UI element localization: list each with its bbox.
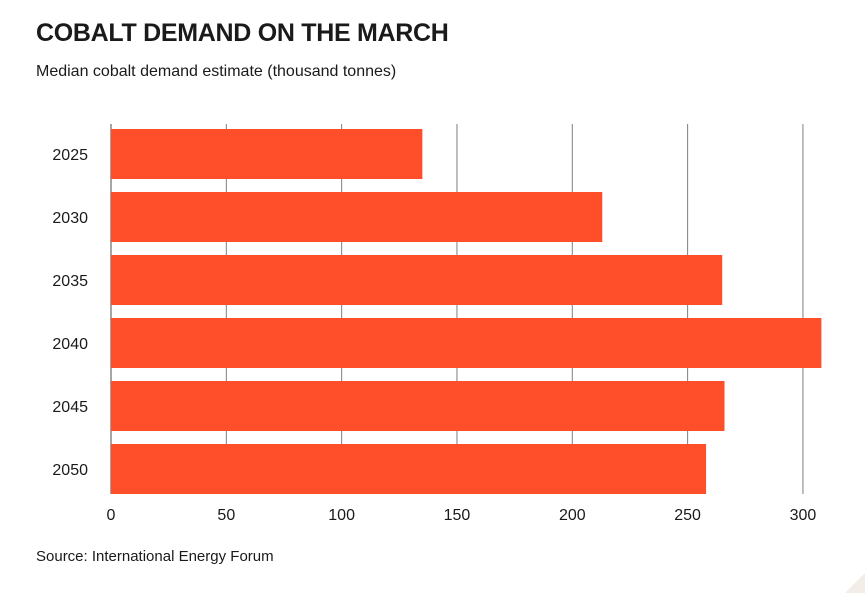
x-tick-label: 100 <box>328 507 355 524</box>
chart-subtitle: Median cobalt demand estimate (thousand … <box>36 63 397 80</box>
bar-2030 <box>111 192 603 242</box>
y-axis-ticks: 2025 2030 2035 2040 2045 2050 <box>52 147 88 479</box>
x-tick-label: 200 <box>559 507 586 524</box>
x-tick-label: 300 <box>790 507 817 524</box>
corner-fold <box>845 573 865 593</box>
bar-2025 <box>111 129 423 179</box>
bar-2045 <box>111 381 725 431</box>
bars <box>111 129 822 494</box>
bar-2040 <box>111 318 822 368</box>
y-tick-label: 2025 <box>52 147 88 164</box>
bar-2035 <box>111 255 723 305</box>
y-tick-label: 2035 <box>52 273 88 290</box>
chart-title: COBALT DEMAND ON THE MARCH <box>36 19 449 47</box>
y-tick-label: 2050 <box>52 462 88 479</box>
y-tick-label: 2040 <box>52 336 88 353</box>
x-tick-label: 0 <box>107 507 116 524</box>
y-tick-label: 2045 <box>52 399 88 416</box>
x-axis-ticks: 0 50 100 150 200 250 300 <box>107 507 817 524</box>
y-tick-label: 2030 <box>52 210 88 227</box>
gridlines <box>110 124 804 494</box>
x-tick-label: 150 <box>444 507 471 524</box>
x-tick-label: 50 <box>217 507 235 524</box>
source-note: Source: International Energy Forum <box>36 548 274 565</box>
bar-2050 <box>111 444 707 494</box>
x-tick-label: 250 <box>674 507 701 524</box>
